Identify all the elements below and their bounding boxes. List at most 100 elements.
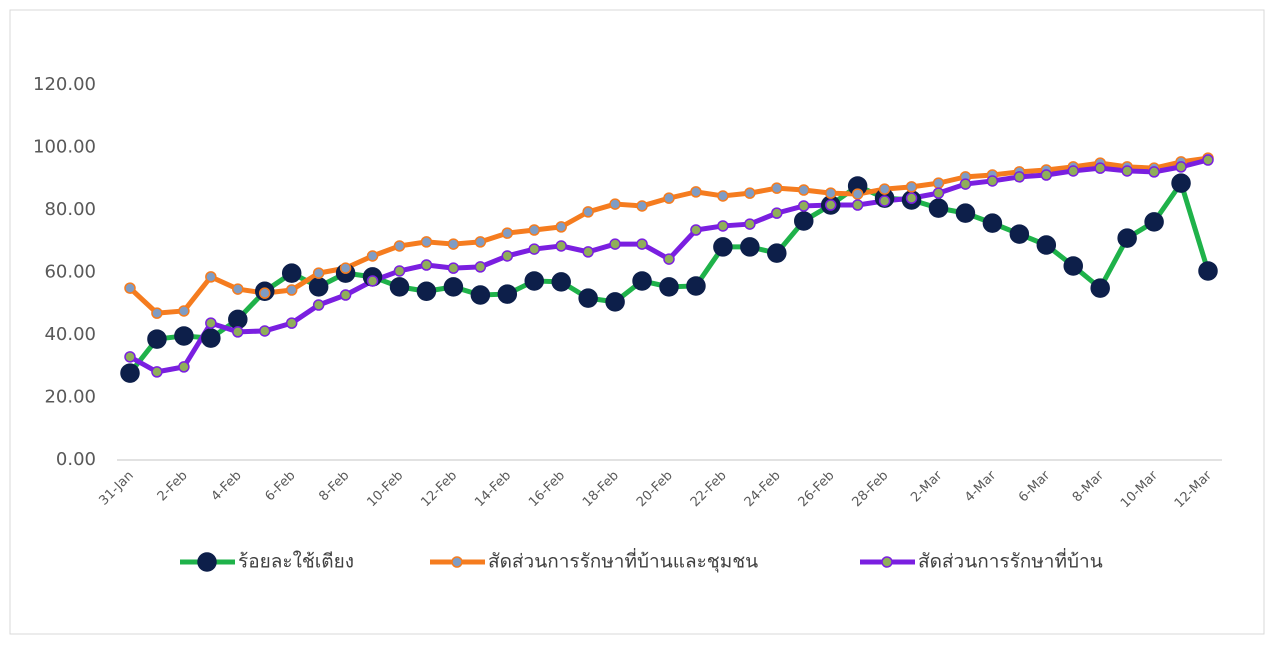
data-point <box>1121 165 1133 177</box>
data-point <box>636 238 648 250</box>
data-point <box>285 317 298 329</box>
data-point <box>497 284 518 304</box>
data-point <box>582 206 594 218</box>
y-tick-label: 120.00 <box>33 74 96 95</box>
data-point <box>366 275 379 287</box>
data-point <box>605 292 625 312</box>
data-point <box>1040 169 1053 181</box>
data-point <box>555 221 567 233</box>
data-point <box>228 309 248 330</box>
data-point <box>1094 162 1106 174</box>
data-point <box>528 224 540 236</box>
data-point <box>636 200 648 212</box>
data-point <box>524 271 544 291</box>
data-point <box>528 243 540 255</box>
data-point <box>717 190 729 202</box>
data-point <box>744 187 756 199</box>
data-point <box>1036 235 1057 255</box>
data-point <box>686 276 706 296</box>
data-point <box>663 192 675 204</box>
data-point <box>1090 278 1110 298</box>
data-point <box>416 281 437 301</box>
data-point <box>178 305 190 317</box>
data-point <box>339 262 352 274</box>
data-point <box>690 224 702 236</box>
data-point <box>420 236 433 248</box>
data-point <box>851 188 864 200</box>
y-tick-label: 100.00 <box>33 137 96 158</box>
legend-marker <box>881 556 893 568</box>
data-point <box>690 186 702 198</box>
data-point <box>878 195 891 207</box>
data-point <box>308 277 329 297</box>
data-point <box>928 198 949 218</box>
data-point <box>744 218 756 230</box>
data-point <box>447 262 460 274</box>
legend-marker <box>197 552 217 572</box>
data-point <box>470 285 491 305</box>
data-point <box>1175 161 1187 173</box>
chart-frame <box>9 9 1265 635</box>
data-point <box>151 366 163 378</box>
data-point <box>474 236 487 248</box>
data-point <box>178 361 190 373</box>
data-point <box>124 282 136 294</box>
data-point <box>771 182 783 194</box>
data-point <box>555 240 567 252</box>
data-point <box>393 265 406 277</box>
data-point <box>174 326 194 346</box>
data-point <box>798 184 810 196</box>
data-point <box>232 326 244 338</box>
data-point <box>713 237 733 257</box>
data-point <box>851 199 864 211</box>
data-point <box>285 284 298 296</box>
data-point <box>824 187 837 199</box>
data-point <box>312 299 325 311</box>
data-point <box>201 328 221 348</box>
legend-label: สัดส่วนการรักษาที่บ้านและชุมชน <box>488 548 758 574</box>
data-point <box>609 238 621 250</box>
data-point <box>1009 224 1030 244</box>
y-tick-label: 40.00 <box>44 324 96 345</box>
data-point <box>205 317 217 329</box>
y-tick-label: 20.00 <box>44 387 96 408</box>
data-point <box>1171 173 1191 193</box>
data-point <box>905 181 918 193</box>
y-tick-label: 0.00 <box>56 449 96 470</box>
data-point <box>959 178 972 190</box>
data-point <box>582 246 594 258</box>
data-point <box>578 288 598 308</box>
legend-marker <box>451 556 463 568</box>
data-point <box>1202 154 1214 166</box>
data-point <box>771 207 783 219</box>
data-point <box>447 238 460 250</box>
data-point <box>1013 171 1026 183</box>
data-point <box>932 177 945 189</box>
data-point <box>551 272 571 292</box>
data-point <box>389 277 410 297</box>
data-point <box>982 213 1003 233</box>
data-point <box>717 220 729 232</box>
data-point <box>501 250 514 262</box>
data-point <box>339 289 352 301</box>
data-point <box>232 283 244 295</box>
data-point <box>1198 261 1218 281</box>
data-point <box>955 203 976 223</box>
data-point <box>259 287 271 299</box>
data-point <box>659 277 679 297</box>
data-point <box>120 363 140 383</box>
data-point <box>501 227 514 239</box>
legend-label: ร้อยละใช้เตียง <box>238 551 354 573</box>
y-tick-label: 60.00 <box>44 262 96 283</box>
data-point <box>124 351 136 363</box>
data-point <box>393 240 406 252</box>
data-point <box>905 192 918 204</box>
data-point <box>151 307 163 319</box>
data-point <box>420 259 433 271</box>
data-point <box>205 271 217 283</box>
data-point <box>312 267 325 279</box>
data-point <box>767 243 787 263</box>
data-point <box>740 237 760 257</box>
data-point <box>366 250 379 262</box>
